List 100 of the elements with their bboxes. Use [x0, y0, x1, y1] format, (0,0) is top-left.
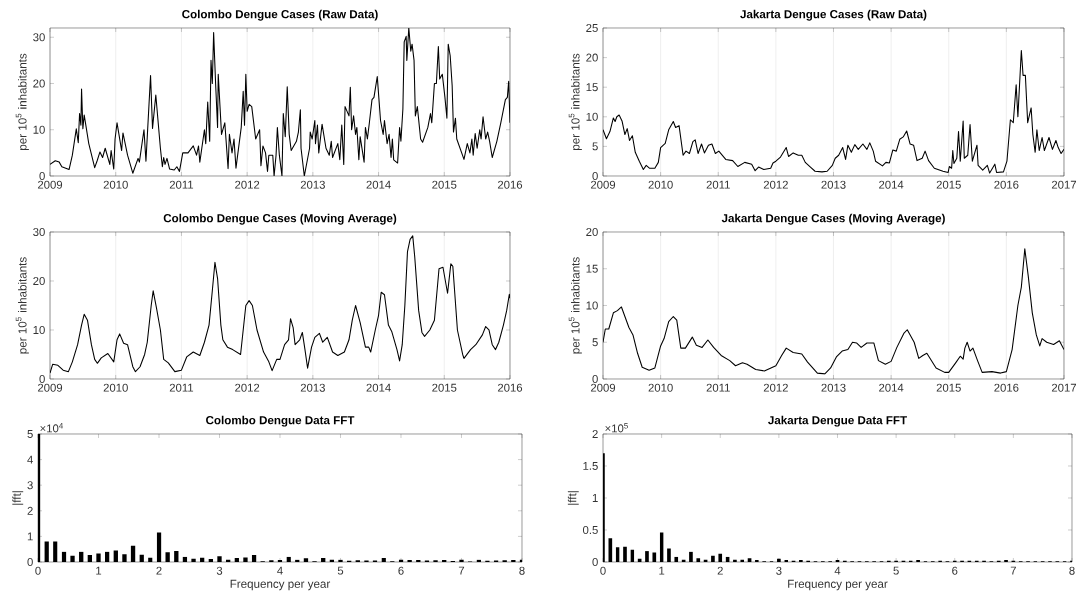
x-tick-label: 2012 [235, 180, 260, 189]
y-axis-title: per 10$^{5}$ inhabitants [15, 53, 29, 150]
chart-title: Colombo Dengue Data FFT [206, 415, 355, 427]
x-tick-label: 2011 [169, 383, 194, 392]
x-tick-label: 8 [519, 566, 525, 575]
x-tick-label: 2011 [169, 180, 194, 189]
bar [407, 559, 412, 562]
x-tick-label: 2015 [432, 383, 457, 392]
x-tick-label: 4 [277, 566, 283, 575]
bar [286, 556, 291, 562]
text: ×10$^{5}$ [605, 423, 628, 433]
x-tick-label: 0 [600, 566, 606, 575]
bar [156, 532, 162, 562]
x-tick-label: 7 [458, 566, 465, 575]
x-tick-label: 2015 [936, 180, 961, 189]
x-axis-title: Frequency per year [788, 579, 888, 591]
bar [113, 550, 118, 562]
x-tick-label: 2009 [590, 383, 616, 392]
bar [96, 553, 101, 562]
x-tick-label: 8 [1069, 566, 1075, 575]
x-tick-label: 2011 [706, 180, 730, 189]
x-tick-label: 2013 [821, 180, 846, 189]
x-tick-label: 7 [1010, 566, 1016, 575]
line-series [50, 235, 510, 374]
chart-title: Colombo Dengue Cases (Raw Data) [182, 9, 378, 21]
x-tick-label: 2013 [300, 383, 325, 392]
y-tick-label: 10 [586, 112, 598, 121]
y-tick-label: 15 [586, 83, 598, 92]
x-tick-label: 2014 [366, 180, 391, 189]
bar [130, 545, 136, 562]
bar [122, 554, 127, 562]
x-tick-label: 1 [659, 566, 665, 575]
x-tick-label: 2014 [879, 383, 904, 392]
y-tick-label: 0 [592, 171, 598, 180]
x-tick-label: 2010 [103, 180, 128, 189]
x-tick-label: 2017 [1051, 180, 1077, 189]
bar [696, 558, 701, 562]
x-tick-label: 5 [337, 566, 344, 575]
y-tick-label: 10 [33, 125, 45, 134]
x-tick-label: 2015 [936, 383, 961, 392]
y-tick-label: 5 [592, 142, 598, 151]
bar [139, 554, 144, 562]
x-tick-label: 3 [776, 566, 782, 575]
x-tick-label: 2009 [37, 180, 63, 189]
x-tick-label: 2 [717, 566, 723, 575]
x-tick-label: 6 [952, 566, 958, 575]
x-tick-label: 2010 [648, 180, 673, 189]
bar [777, 558, 781, 562]
x-tick-label: 2016 [497, 180, 523, 189]
x-axis-title: Frequency per year [230, 579, 331, 591]
y-tick-label: 1.5 [583, 462, 598, 470]
y-tick-label: 5 [27, 430, 33, 438]
line-series [50, 28, 510, 176]
y-axis-title: per 10$^{5}$ inhabitants [15, 257, 29, 354]
x-tick-label: 2013 [821, 383, 846, 392]
bar [208, 558, 214, 562]
bar [674, 556, 679, 562]
x-tick-label: 3 [216, 566, 223, 575]
bar [182, 556, 188, 562]
bar [623, 546, 627, 562]
x-tick-label: 2011 [706, 383, 730, 392]
bar [105, 551, 110, 562]
y-tick-label: 30 [33, 33, 45, 42]
bar [608, 538, 613, 562]
x-tick-label: 2016 [497, 383, 523, 392]
x-tick-label: 2009 [37, 383, 63, 392]
bar [667, 548, 671, 562]
chart-title: Jakarta Dengue Cases (Moving Average) [721, 213, 945, 225]
x-tick-label: 2012 [763, 180, 788, 189]
x-tick-label: 1 [96, 566, 102, 575]
y-tick-label: 4 [27, 455, 33, 464]
y-tick-label: 25 [586, 23, 598, 32]
bar [217, 556, 222, 562]
bar [689, 551, 693, 562]
line-series [603, 49, 1064, 174]
y-axis-title: |fft| [12, 491, 24, 505]
x-tick-label: 2014 [366, 383, 391, 392]
text: ×10$^{4}$ [40, 423, 64, 433]
y-axis-title: |fft| [567, 491, 579, 505]
bar [53, 541, 58, 562]
y-tick-label: 20 [33, 79, 45, 88]
y-tick-label: 0 [592, 557, 598, 566]
bar [711, 555, 715, 562]
y-tick-label: 2 [27, 506, 33, 515]
x-tick-label: 2 [156, 566, 162, 575]
chart-title: Colombo Dengue Cases (Moving Average) [163, 213, 397, 225]
y-tick-label: 3 [27, 481, 33, 490]
y-tick-label: 20 [33, 276, 45, 285]
x-tick-label: 2012 [763, 383, 788, 392]
line-series [603, 248, 1064, 375]
bar [303, 558, 309, 562]
bar [645, 551, 649, 562]
y-tick-label: 0 [39, 374, 45, 383]
bar [338, 559, 343, 562]
y-tick-label: 15 [586, 264, 598, 273]
y-tick-label: 0 [39, 171, 45, 180]
x-tick-label: 4 [834, 566, 841, 575]
x-tick-label: 2010 [103, 383, 128, 392]
bar [165, 552, 170, 562]
x-tick-label: 2013 [300, 180, 325, 189]
